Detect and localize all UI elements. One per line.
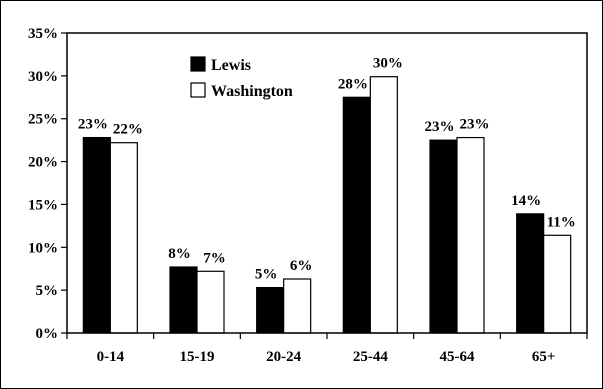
- y-tick-label: 10%: [28, 240, 58, 256]
- data-label: 7%: [203, 250, 226, 266]
- x-tick-label: 20-24: [266, 349, 301, 365]
- y-tick-label: 35%: [28, 26, 58, 42]
- data-label: 6%: [290, 258, 313, 274]
- data-label: 14%: [511, 193, 541, 209]
- x-tick-label: 15-19: [180, 349, 215, 365]
- y-tick-label: 25%: [28, 112, 58, 128]
- data-label: 11%: [547, 214, 576, 230]
- bar-washington-45-64: [456, 136, 485, 334]
- bar-washington-25-44: [369, 76, 398, 334]
- x-tick-label: 45-64: [440, 349, 475, 365]
- data-label: 23%: [78, 117, 108, 133]
- x-tick-label: 0-14: [97, 349, 125, 365]
- data-label: 30%: [373, 56, 403, 72]
- legend-swatch-lewis: [190, 56, 206, 72]
- y-tick-label: 5%: [36, 283, 59, 299]
- legend-swatch-washington: [190, 82, 206, 98]
- legend-label-lewis: Lewis: [211, 57, 251, 74]
- data-label: 28%: [338, 76, 368, 92]
- x-axis: 0-14 15-19 20-24 25-44 45-64 65+: [66, 333, 588, 365]
- bar-lewis-65+: [516, 213, 545, 334]
- y-tick-label: 20%: [28, 155, 58, 171]
- y-tick-label: 15%: [28, 197, 58, 213]
- bar-washington-65+: [543, 234, 572, 334]
- data-label: 22%: [113, 122, 143, 138]
- data-labels: 23% 8% 5% 28% 23% 14% 22% 7% 6% 30% 23% 11%: [78, 56, 576, 283]
- legend-label-washington: Washington: [211, 83, 293, 100]
- bar-washington-15-19: [196, 270, 225, 334]
- x-tick-label: 25-44: [353, 349, 388, 365]
- bar-lewis-15-19: [169, 266, 198, 334]
- data-label: 5%: [255, 267, 278, 283]
- legend: Lewis Washington: [190, 56, 293, 100]
- y-tick-label: 0%: [36, 326, 59, 342]
- bar-lewis-0-14: [82, 136, 111, 334]
- y-axis: 0% 5% 10% 15% 20% 25% 30% 35%: [28, 26, 67, 342]
- y-tick-label: 30%: [28, 69, 58, 85]
- bar-lewis-25-44: [342, 96, 371, 334]
- data-label: 23%: [425, 119, 455, 135]
- bar-washington-0-14: [109, 142, 138, 334]
- x-tick-label: 65+: [532, 349, 556, 365]
- data-label: 8%: [168, 246, 191, 262]
- bar-lewis-45-64: [429, 139, 458, 334]
- plot-area-border: [66, 32, 588, 334]
- bar-lewis-20-24: [256, 286, 285, 334]
- bars: [82, 76, 572, 334]
- bar-washington-20-24: [283, 278, 312, 334]
- data-label: 23%: [460, 117, 490, 133]
